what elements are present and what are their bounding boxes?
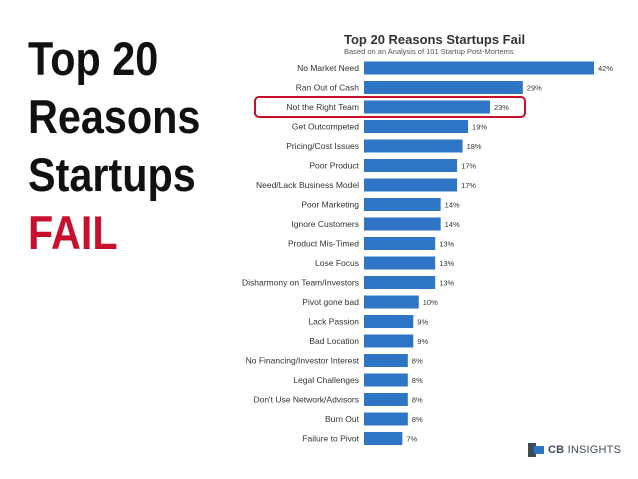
category-label: Bad Location (309, 336, 359, 346)
category-label: Lose Focus (315, 258, 359, 268)
headline-line-3: Startups (28, 148, 196, 201)
bar-ran-out-of-cash (364, 81, 523, 94)
value-label: 13% (439, 279, 454, 288)
value-label: 13% (439, 240, 454, 249)
headline-line-1: Top 20 (28, 32, 159, 85)
value-label: 19% (472, 123, 487, 132)
value-label: 10% (423, 298, 438, 307)
bar-not-the-right-team (364, 100, 490, 114)
category-label: Ran Out of Cash (296, 83, 360, 93)
bar-poor-product (364, 159, 458, 172)
value-label: 9% (417, 337, 428, 346)
category-label: Poor Marketing (301, 200, 359, 210)
bar-bad-location (364, 334, 414, 348)
category-label: Product Mis-Timed (288, 239, 359, 249)
cb-insights-logo-text: CB INSIGHTS (548, 444, 622, 456)
bar-disharmony-on-team-investors (364, 276, 436, 289)
bar-ignore-customers (364, 217, 441, 231)
category-label: Don't Use Network/Advisors (253, 395, 359, 405)
headline: Top 20 Reasons Startups FAIL (28, 30, 224, 262)
value-label: 17% (461, 181, 476, 190)
bar-need-lack-business-model (364, 178, 458, 192)
headline-line-fail: FAIL (28, 206, 118, 259)
category-label: Need/Lack Business Model (256, 180, 359, 190)
value-label: 8% (412, 415, 423, 424)
value-label: 8% (412, 357, 423, 366)
bar-lack-passion (364, 315, 414, 328)
bar-lose-focus (364, 256, 436, 270)
bar-no-market-need (364, 61, 594, 75)
value-label: 42% (598, 64, 613, 73)
value-label: 8% (412, 376, 423, 385)
headline-line-2: Reasons (28, 90, 201, 143)
bar-legal-challenges (364, 373, 408, 387)
category-label: No Market Need (297, 63, 359, 73)
bar-don-t-use-network-advisors (364, 393, 408, 406)
category-label: Get Outcompeted (292, 122, 359, 132)
category-label: Lack Passion (308, 317, 359, 327)
bar-failure-to-pivot (364, 432, 403, 445)
category-label: Poor Product (309, 161, 359, 171)
value-label: 8% (412, 396, 423, 405)
chart-title: Top 20 Reasons Startups Fail (344, 32, 526, 47)
bar-product-mis-timed (364, 237, 436, 250)
value-label: 9% (417, 318, 428, 327)
category-label: Ignore Customers (291, 219, 359, 229)
cb-insights-logo-icon (528, 443, 544, 457)
value-label: 18% (467, 142, 482, 151)
category-label: Not the Right Team (286, 102, 359, 112)
value-label: 13% (439, 259, 454, 268)
value-label: 14% (445, 201, 460, 210)
category-label: Burn Out (325, 414, 360, 424)
bar-pivot-gone-bad (364, 295, 419, 309)
value-label: 7% (406, 435, 417, 444)
value-label: 17% (461, 162, 476, 171)
bar-pricing-cost-issues (364, 139, 463, 153)
category-label: Failure to Pivot (302, 434, 359, 444)
value-label: 14% (445, 220, 460, 229)
bar-get-outcompeted (364, 120, 469, 133)
chart-subtitle: Based on an Analysis of 101 Startup Post… (344, 47, 514, 56)
cb-insights-logo: CB INSIGHTS (528, 443, 621, 457)
category-label: Pivot gone bad (302, 297, 359, 307)
category-label: Pricing/Cost Issues (286, 141, 359, 151)
value-label: 29% (527, 84, 542, 93)
value-label: 23% (494, 103, 509, 112)
bar-poor-marketing (364, 198, 441, 211)
bar-no-financing-investor-interest (364, 354, 408, 367)
highlight-box (254, 96, 526, 118)
category-label: Disharmony on Team/Investors (242, 278, 359, 288)
category-label: No Financing/Investor Interest (246, 356, 360, 366)
category-label: Legal Challenges (293, 375, 359, 385)
bar-burn-out (364, 412, 408, 426)
